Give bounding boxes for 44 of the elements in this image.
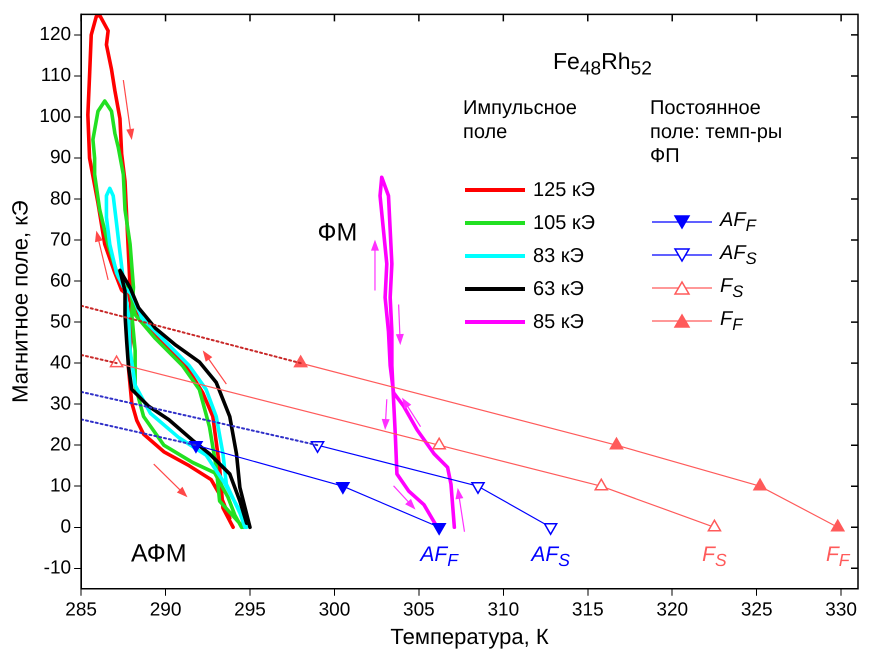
- legend-label: AF$_{F}$: [720, 208, 756, 236]
- text: Fe$_{48}$Rh$_{52}$: [553, 48, 652, 81]
- legend-label: F$_{S}$: [720, 274, 744, 302]
- y-tick-label: 80: [50, 188, 72, 210]
- annotation: Постоянное поле: темп-ры ФП: [650, 96, 784, 168]
- y-tick-label: 30: [50, 393, 72, 414]
- y-tick-label: 60: [50, 270, 72, 292]
- x-tick-label: 295: [234, 599, 266, 620]
- legend-label: 105 кЭ: [533, 212, 596, 235]
- x-tick-label: 325: [740, 599, 773, 620]
- legend-title: Импульсное поле: [463, 96, 578, 144]
- x-tick-label: 320: [656, 599, 688, 620]
- legend-label: F$_{F}$: [720, 308, 742, 335]
- y-tick-label: 40: [50, 352, 72, 374]
- y-tick-label: 0: [60, 516, 72, 538]
- y-tick-label: 50: [50, 311, 72, 332]
- x-tick-label: 330: [825, 599, 857, 620]
- legend-label: 125 кЭ: [533, 178, 596, 202]
- y-tick-label: -10: [44, 558, 72, 579]
- y-tick-label: 110: [40, 65, 72, 86]
- y-tick-label: 10: [50, 475, 72, 496]
- text: AF$_{S}$: [531, 543, 570, 570]
- legend-label: 83 кЭ: [533, 244, 584, 268]
- x-axis-title: Температура, К: [390, 624, 549, 649]
- x-tick-label: 310: [487, 599, 520, 620]
- text: F$_{S}$: [702, 543, 727, 570]
- text: AF$_{F}$: [420, 543, 458, 570]
- y-axis-title: Магнитное поле, кЭ: [7, 200, 32, 403]
- legend-label: 85 кЭ: [533, 310, 584, 334]
- annotation: ФМ: [318, 218, 358, 248]
- x-tick-label: 300: [318, 599, 350, 620]
- legend-label: 63 кЭ: [533, 278, 584, 301]
- y-tick-label: 120: [39, 24, 72, 46]
- x-tick-label: 315: [572, 599, 604, 620]
- annotation: АФМ: [130, 540, 187, 569]
- x-tick-label: 285: [65, 599, 97, 620]
- text: F$_{F}$: [826, 543, 850, 570]
- y-tick-label: 20: [50, 434, 72, 456]
- y-tick-label: 100: [39, 106, 72, 128]
- x-tick-label: 305: [403, 599, 435, 620]
- legend-label: AF$_{S}$: [720, 242, 757, 269]
- y-tick-label: 90: [50, 147, 72, 168]
- y-tick-label: 70: [50, 229, 72, 250]
- x-tick-label: 290: [150, 599, 182, 620]
